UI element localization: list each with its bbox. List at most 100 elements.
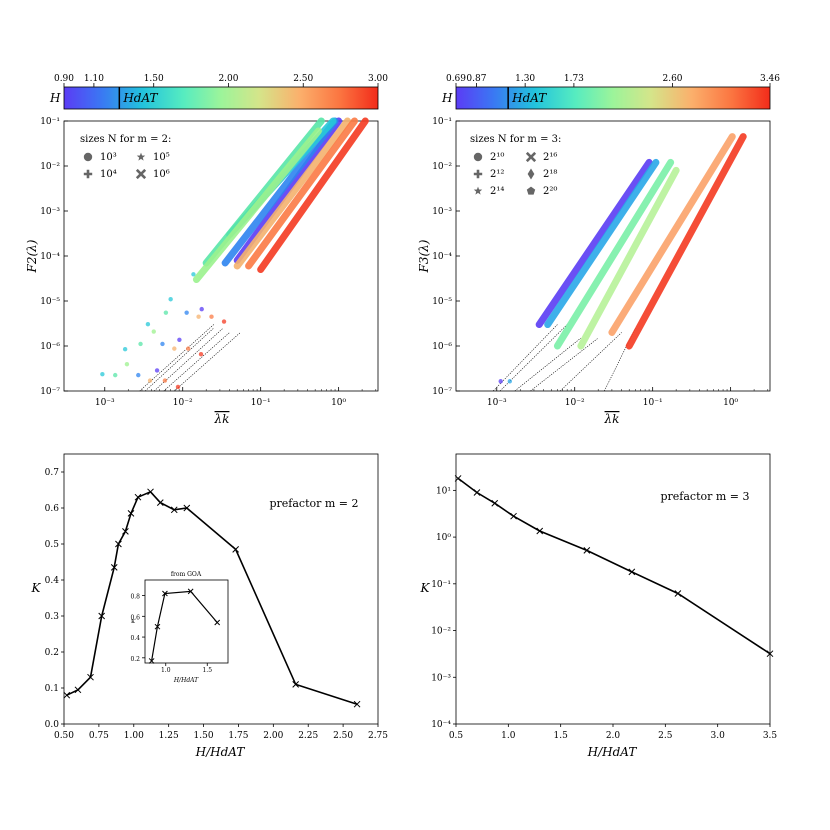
y-tick-label: 0.0 xyxy=(45,720,60,730)
fit-line xyxy=(514,337,582,392)
plot-axes: 10⁻³ 10⁻² 10⁻¹ 10⁰ 10⁻⁷ 10⁻⁶ 10⁻⁵ 10⁻⁴ 10⁻³ 10⁻² 1… xyxy=(432,117,769,408)
x-tick-label: 2.25 xyxy=(298,731,318,741)
plot-axes: 0.50 0.75 1.00 1.25 1.50 1.75 2.00 2.25 2.50 2.75… xyxy=(45,468,389,741)
series-band xyxy=(535,158,653,329)
y-tick-label: 10⁻⁶ xyxy=(432,342,452,352)
x-tick-label: 10⁻³ xyxy=(487,398,507,408)
panel-top-left: H 0.90 1.10 1.50 2.00 2.50 3.00 HdAT 10⁻³ 10⁻²… xyxy=(25,74,388,426)
legend-label: 10⁴ xyxy=(100,169,117,180)
y-tick-label: 10⁻³ xyxy=(40,207,60,217)
data-point xyxy=(628,568,636,576)
data-point xyxy=(183,504,191,512)
panel-bottom-left: 0.50 0.75 1.00 1.25 1.50 1.75 2.00 2.25 2.50 2.75… xyxy=(31,453,389,759)
legend-marker xyxy=(83,152,93,162)
series-point xyxy=(175,384,181,390)
data-point xyxy=(214,619,221,626)
colorbar-top-right: H 0.69 0.87 1.30 1.73 2.60 3.46 HdAT xyxy=(441,74,780,110)
x-tick-label: 2.50 xyxy=(333,731,353,741)
legend-title: sizes N for m = 2: xyxy=(80,134,171,145)
x-tick-label: 0.50 xyxy=(54,731,74,741)
legend-marker xyxy=(473,186,483,195)
colorbar-hdat-label: HdAT xyxy=(511,91,547,105)
plot-marks xyxy=(63,488,361,708)
legend-title: sizes N for m = 3: xyxy=(470,134,561,145)
data-point xyxy=(134,493,142,501)
y-tick-label: 0.8 xyxy=(130,594,140,601)
legend-label: 2¹⁶ xyxy=(543,152,557,163)
series-point xyxy=(138,341,143,347)
series-band xyxy=(577,166,680,350)
series-point xyxy=(100,371,105,377)
inset-marks xyxy=(148,588,221,664)
x-tick-label: 1.50 xyxy=(194,731,214,741)
y-tick-label: 10⁻³ xyxy=(431,673,451,683)
colorbar-hdat-label: HdAT xyxy=(122,91,158,105)
plot-marks xyxy=(454,475,774,658)
x-tick-label: 10⁰ xyxy=(331,398,346,408)
legend-marker xyxy=(473,169,483,179)
data-point xyxy=(583,547,591,554)
x-tick-label: 1.25 xyxy=(159,731,179,741)
inset-xlabel: H/HdAT xyxy=(173,677,199,684)
y-tick-label: 0.4 xyxy=(130,635,140,642)
x-axis-label: λk xyxy=(604,412,620,426)
series-point xyxy=(168,297,173,302)
data-point xyxy=(87,673,94,681)
y-tick-label: 0.6 xyxy=(45,504,60,514)
series-point xyxy=(507,379,513,384)
x-tick-label: 2.75 xyxy=(368,731,388,741)
data-point xyxy=(187,588,194,595)
legend-label: 2²⁰ xyxy=(543,186,557,197)
data-point xyxy=(353,700,361,708)
y-tick-label: 0.2 xyxy=(130,656,140,663)
series-point xyxy=(113,372,118,378)
x-tick-label: 2.5 xyxy=(658,731,673,741)
series-point xyxy=(209,314,214,319)
colorbar-tick-label: 2.00 xyxy=(218,74,238,84)
colorbar-tick-label: 2.60 xyxy=(662,74,682,84)
data-line xyxy=(457,477,771,655)
series-point xyxy=(162,378,168,383)
series-point xyxy=(136,372,141,378)
panel-bottom-right: 0.5 1.0 1.5 2.0 2.5 3.0 3.5 10⁻⁴ 10⁻³ 10⁻² 10⁻¹ 10⁰… xyxy=(420,453,777,759)
series-band xyxy=(544,158,660,329)
inset: 1.0 1.5 0.2 0.4 0.6 0.8 from GOA κ H/HdAT xyxy=(130,571,229,684)
colorbar-tick-label: 1.10 xyxy=(84,74,104,84)
legend: sizes N for m = 2: 10³ 10⁵ 10⁴ 10⁶ xyxy=(80,134,171,180)
series-point xyxy=(191,272,196,277)
x-tick-label: 0.5 xyxy=(449,731,464,741)
y-tick-label: 10⁻¹ xyxy=(40,117,60,127)
colorbar-tick-label: 1.30 xyxy=(515,74,535,84)
y-tick-label: 10⁻¹ xyxy=(432,117,452,127)
series-point xyxy=(184,310,189,315)
y-tick-label: 10⁻⁴ xyxy=(431,720,451,730)
series-point xyxy=(163,310,169,315)
fit-line xyxy=(144,327,214,392)
data-point xyxy=(232,546,240,553)
series-band xyxy=(608,133,736,336)
fit-line xyxy=(174,332,241,392)
series-point xyxy=(177,337,182,342)
colorbar-label: H xyxy=(49,91,61,105)
legend-label: 10³ xyxy=(100,152,117,163)
legend-marker xyxy=(527,168,535,180)
series-band xyxy=(625,133,747,350)
colorbar-tick-label: 0.87 xyxy=(466,74,486,84)
panel-top-right: H 0.69 0.87 1.30 1.73 2.60 3.46 HdAT 10⁻³ 10⁻²… xyxy=(417,74,780,426)
y-tick-label: 0.4 xyxy=(45,576,60,586)
colorbar-tick-label: 3.46 xyxy=(760,74,780,84)
data-point xyxy=(147,488,154,496)
data-point xyxy=(110,564,118,571)
y-tick-label: 10⁻⁷ xyxy=(432,387,452,397)
legend-marker xyxy=(83,169,93,179)
x-tick-label: 10⁻³ xyxy=(95,398,115,408)
colorbar-gradient xyxy=(455,86,771,110)
y-axis-label: F2(λ) xyxy=(25,239,39,273)
y-tick-label: 0.1 xyxy=(45,684,59,694)
y-tick-label: 10⁻⁴ xyxy=(432,252,452,262)
data-line xyxy=(66,490,358,705)
x-tick-label: 1.0 xyxy=(161,667,171,674)
data-point xyxy=(74,686,82,694)
colorbar-tick-label: 2.50 xyxy=(293,74,313,84)
